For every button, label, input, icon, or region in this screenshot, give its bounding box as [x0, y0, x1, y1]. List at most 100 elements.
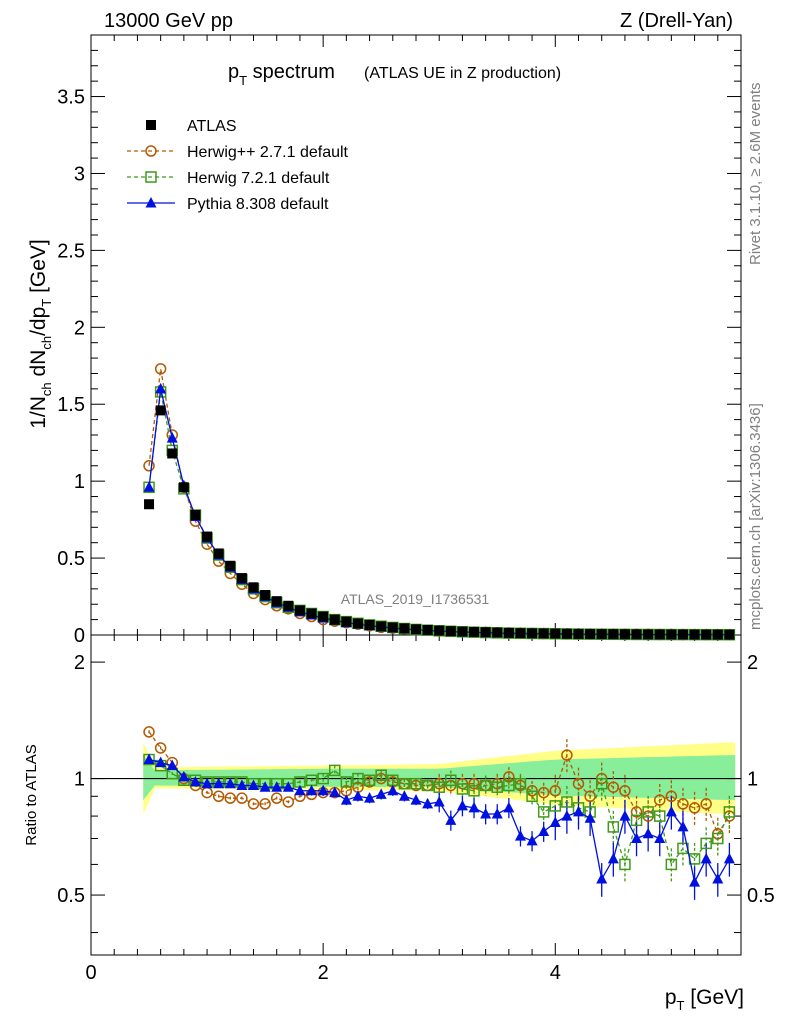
ratio-data-point: [270, 792, 283, 804]
ratio-data-point: [572, 777, 585, 790]
ratio-data-point: [607, 821, 620, 833]
x-tick-label: 2: [318, 962, 329, 984]
main-data-point: [515, 628, 526, 639]
plot-title: pT spectrum: [228, 61, 335, 88]
ratio-data-point: [329, 786, 341, 798]
main-data-point: [445, 626, 456, 637]
main-data-point: [236, 573, 247, 584]
main-data-point: [480, 627, 491, 638]
ratio-data-point: [375, 788, 387, 799]
ratio-data-point: [584, 790, 596, 803]
ratio-data-point: [689, 876, 701, 887]
x-tick-label: 0: [85, 962, 96, 984]
ratio-data-point: [143, 753, 155, 765]
ratio-data-point: [480, 807, 492, 819]
main-data-point: [550, 628, 561, 639]
main-data-point: [143, 460, 155, 472]
ratio-y-tick-label: 1: [747, 769, 758, 791]
ratio-data-point: [248, 779, 259, 790]
main-data-point: [166, 432, 178, 443]
ratio-data-point: [329, 764, 341, 777]
xlabel: pT [GeV]: [665, 986, 744, 1013]
main-data-point: [364, 620, 375, 630]
ratio-data-point: [561, 749, 573, 761]
main-data-point: [202, 531, 213, 542]
legend-label: ATLAS: [187, 118, 237, 135]
legend-entry: ATLAS: [146, 118, 237, 135]
ratio-y-tick-label: 0.5: [57, 885, 85, 907]
ratio-data-point: [688, 802, 701, 814]
ratio-data-point: [631, 832, 643, 844]
legend-marker: [146, 120, 156, 130]
ratio-data-point: [456, 799, 468, 811]
main-data-point: [225, 560, 236, 571]
legend-label: Herwig 7.2.1 default: [187, 170, 330, 187]
main-data-point: [677, 629, 688, 640]
ratio-data-point: [236, 792, 248, 804]
main-data-point: [143, 481, 155, 492]
ratio-data-point: [665, 858, 678, 871]
ratio-data-point: [236, 779, 248, 790]
ratio-data-point: [549, 816, 561, 828]
ratio-data-point: [712, 873, 724, 884]
ratio-data-point: [723, 806, 736, 818]
plot-subtitle: (ATLAS UE in Z production): [364, 65, 561, 82]
main-data-point: [155, 382, 167, 394]
ratio-data-point: [259, 781, 271, 792]
ratio-data-point: [445, 774, 457, 787]
ratio-data-point: [224, 792, 237, 804]
ratio-data-point: [537, 806, 550, 818]
main-data-point: [178, 482, 189, 493]
ratio-data-point: [259, 798, 271, 810]
ratio-data-point: [189, 775, 201, 787]
main-data-point: [422, 624, 433, 635]
ratio-data-point: [607, 781, 620, 793]
ratio-data-point: [665, 790, 678, 803]
ratio-data-point: [619, 858, 631, 871]
main-data-point: [154, 363, 167, 375]
ratio-data-point: [433, 795, 445, 807]
ratio-data-point: [677, 820, 689, 832]
ratio-data-point: [700, 837, 712, 850]
legend-marker: [145, 171, 157, 183]
tick-labels: 0 2 4 0 0.5 1 1.5 2 2.5 3 3.5 0.5 0.5 1 1 2 2: [57, 87, 775, 984]
y-tick-label: 1: [74, 471, 85, 493]
main-data-point: [260, 590, 271, 600]
rivet-side-text: Rivet 3.1.10, ≥ 2.6M events: [747, 83, 764, 266]
ratio-data-point: [445, 814, 457, 825]
main-data-point: [689, 629, 700, 640]
main-data-point: [596, 629, 607, 640]
y-tick-label: 3: [74, 163, 85, 185]
main-data-point: [654, 629, 665, 640]
ratio-data-point: [468, 785, 480, 797]
ratio-series: [143, 726, 736, 900]
legend-label: Pythia 8.308 default: [187, 196, 329, 213]
ratio-data-point: [503, 771, 515, 783]
ratio-data-point: [398, 777, 411, 790]
ratio-data-point: [549, 785, 562, 797]
main-data-point: [144, 499, 155, 510]
ratio-data-point: [549, 800, 562, 812]
ratio-data-point: [247, 798, 260, 810]
legend-marker: [145, 145, 157, 157]
ratio-y-tick-label: 1: [74, 769, 85, 791]
ratio-data-point: [212, 790, 225, 803]
ratio-data-point: [503, 779, 515, 792]
main-data-point: [643, 629, 654, 640]
ylabel-top: 1/Nch dNch/dpT [GeV]: [27, 239, 54, 429]
main-data-point: [376, 621, 387, 632]
ratio-data-point: [340, 794, 352, 805]
main-data-point: [387, 622, 398, 633]
y-tick-label: 1.5: [57, 394, 85, 416]
ratio-series-line: [148, 731, 730, 836]
ratio-data-point: [538, 825, 550, 836]
ratio-data-point: [700, 798, 712, 810]
ratio-data-point: [468, 801, 480, 813]
ratio-data-point: [317, 784, 329, 796]
ratio-data-point: [155, 756, 167, 768]
ratio-data-point: [491, 807, 503, 819]
y-tick-label: 2.5: [57, 240, 85, 262]
ratio-data-point: [421, 779, 434, 792]
main-data-point: [503, 627, 514, 638]
ratio-data-point: [410, 777, 422, 790]
